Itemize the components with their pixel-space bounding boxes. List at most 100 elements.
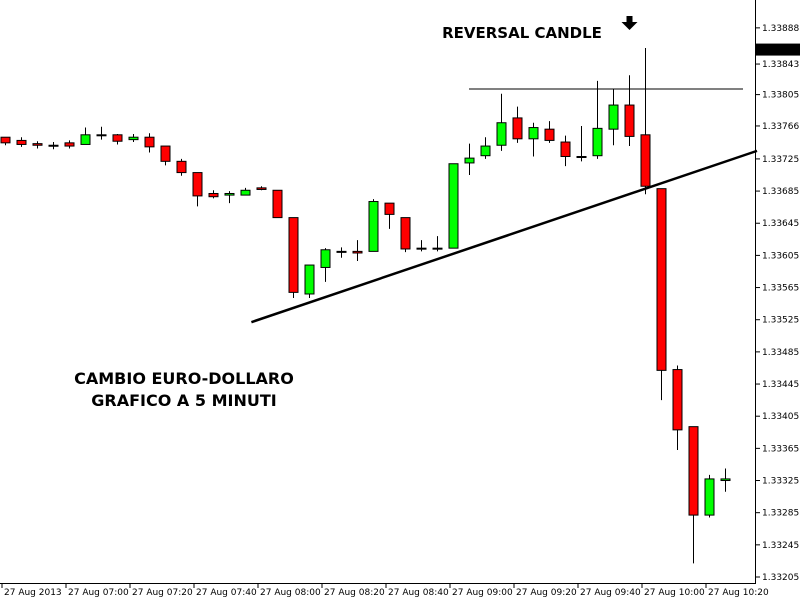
candle [576, 125, 587, 162]
candle [128, 133, 139, 143]
bearish-candle-body [0, 136, 11, 144]
chart-caption-line2: GRAFICO A 5 MINUTI [91, 391, 276, 410]
bearish-candle-body [176, 160, 187, 174]
bullish-candle-body [592, 127, 603, 157]
candle [64, 140, 75, 149]
x-tick-label: 27 Aug 2013 [4, 588, 62, 598]
bearish-candle-body [112, 134, 123, 142]
bearish-candle-body [272, 189, 283, 219]
bullish-candle-body [464, 157, 475, 164]
candle [592, 80, 603, 159]
bearish-candle-body [144, 136, 155, 148]
candle [144, 133, 155, 153]
bullish-candle-body [448, 163, 459, 249]
bearish-candle-body [544, 128, 555, 141]
y-tick-label: 1.33843 [762, 60, 799, 70]
bearish-candle-body [560, 141, 571, 158]
candle [16, 137, 27, 147]
reversal-candle-annotation: REVERSAL CANDLE [442, 24, 602, 42]
bullish-candle-body [496, 122, 507, 146]
bullish-candle-body [432, 247, 443, 250]
bullish-candle-body [576, 156, 587, 159]
y-tick-label: 1.33645 [762, 219, 799, 229]
candle [688, 426, 699, 564]
x-tick-label: 27 Aug 07:40 [196, 588, 257, 598]
bullish-candle-body [240, 189, 251, 196]
bullish-candle-body [720, 478, 731, 482]
candle [272, 189, 283, 219]
candle [0, 136, 11, 146]
y-tick-label: 1.33485 [762, 348, 799, 358]
candle [368, 199, 379, 252]
y-tick-label: 1.33525 [762, 316, 799, 326]
candle [384, 202, 395, 229]
y-tick-label: 1.33405 [762, 412, 799, 422]
bearish-candle-body [624, 104, 635, 137]
y-tick-label: 1.33365 [762, 444, 799, 454]
bearish-candle-body [208, 192, 219, 198]
x-tick-label: 27 Aug 07:20 [132, 588, 193, 598]
candle [544, 121, 555, 143]
bullish-candle-body [608, 104, 619, 130]
bullish-candle-body [320, 249, 331, 268]
candle [528, 122, 539, 157]
bearish-candle-body [672, 369, 683, 431]
bullish-candle-body [128, 136, 139, 141]
candle [672, 365, 683, 450]
candle [400, 217, 411, 253]
x-tick-label: 27 Aug 08:20 [324, 588, 385, 598]
candle [416, 240, 427, 252]
candle [192, 172, 203, 207]
candle [320, 248, 331, 282]
y-tick-label: 1.33325 [762, 477, 799, 487]
bearish-candle-body [512, 117, 523, 140]
candle [464, 143, 475, 175]
candle [352, 240, 363, 262]
candle [304, 264, 315, 299]
bearish-candle-body [400, 217, 411, 250]
bullish-candle-body [480, 145, 491, 157]
y-tick-label: 1.33445 [762, 380, 799, 390]
candle [704, 474, 715, 518]
candle [336, 247, 347, 258]
candle [640, 47, 651, 195]
candle [224, 191, 235, 204]
y-tick-label: 1.33605 [762, 251, 799, 261]
candle [32, 141, 43, 149]
x-tick-label: 27 Aug 07:00 [68, 588, 129, 598]
candles-group [0, 47, 731, 564]
candle [720, 468, 731, 492]
candle [160, 145, 171, 166]
bearish-candle-body [48, 144, 59, 147]
current-price-text: 1.33861 [760, 46, 797, 56]
bullish-candle-body [704, 478, 715, 516]
candle [608, 88, 619, 146]
candle [112, 133, 123, 145]
y-tick-label: 1.33565 [762, 284, 799, 294]
candle [48, 142, 59, 150]
x-tick-label: 27 Aug 10:20 [708, 588, 769, 598]
candle [432, 236, 443, 252]
time-axis: 27 Aug 2013 27 Aug 07:00 27 Aug 07:20 27 Au… [1, 583, 769, 598]
candle [240, 187, 251, 196]
y-tick-label: 1.33888 [762, 24, 799, 34]
candle [80, 127, 91, 145]
bullish-candle-body [368, 201, 379, 252]
price-axis: 1.33888 1.33843 1.33805 1.33766 1.33725 1.336… [756, 24, 799, 583]
candle [560, 135, 571, 167]
x-tick-label: 27 Aug 09:40 [580, 588, 641, 598]
bullish-candle-body [416, 247, 427, 250]
candle [656, 188, 667, 401]
candle [624, 75, 635, 147]
bearish-candle-body [160, 145, 171, 162]
x-tick-label: 27 Aug 08:00 [260, 588, 321, 598]
down-arrow-icon [621, 16, 638, 30]
y-tick-label: 1.33285 [762, 509, 799, 519]
candle [96, 126, 107, 140]
bearish-candle-body [256, 187, 267, 190]
support-trendline [250, 149, 758, 324]
candle [288, 217, 299, 299]
x-tick-label: 27 Aug 09:00 [452, 588, 513, 598]
x-tick-label: 27 Aug 09:20 [516, 588, 577, 598]
